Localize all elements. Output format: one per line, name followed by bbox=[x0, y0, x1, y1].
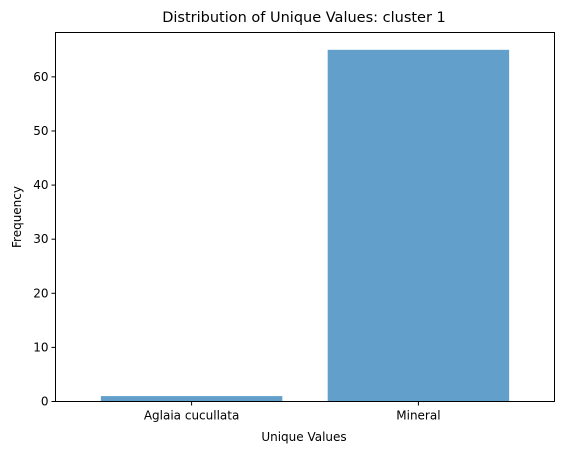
x-axis-label: Unique Values bbox=[261, 430, 346, 444]
y-axis-ticks: 0 10 20 30 40 50 60 bbox=[33, 70, 56, 409]
y-axis-label: Frequency bbox=[10, 186, 24, 248]
x-axis-ticks: Aglaia cucullata Mineral bbox=[144, 401, 441, 423]
y-tick-label: 40 bbox=[33, 178, 48, 192]
bar bbox=[327, 49, 510, 402]
plot-frame bbox=[55, 32, 555, 402]
y-tick-label: 60 bbox=[33, 70, 48, 84]
bars-group bbox=[100, 49, 510, 402]
y-tick-label: 0 bbox=[41, 395, 49, 409]
y-tick-label: 20 bbox=[33, 286, 48, 300]
y-tick-label: 30 bbox=[33, 232, 48, 246]
bar bbox=[100, 396, 283, 402]
y-tick-label: 10 bbox=[33, 340, 48, 354]
y-tick-label: 50 bbox=[33, 124, 48, 138]
chart-title: Distribution of Unique Values: cluster 1 bbox=[162, 10, 446, 26]
x-tick-label: Mineral bbox=[396, 409, 440, 423]
x-tick-label: Aglaia cucullata bbox=[144, 409, 240, 423]
